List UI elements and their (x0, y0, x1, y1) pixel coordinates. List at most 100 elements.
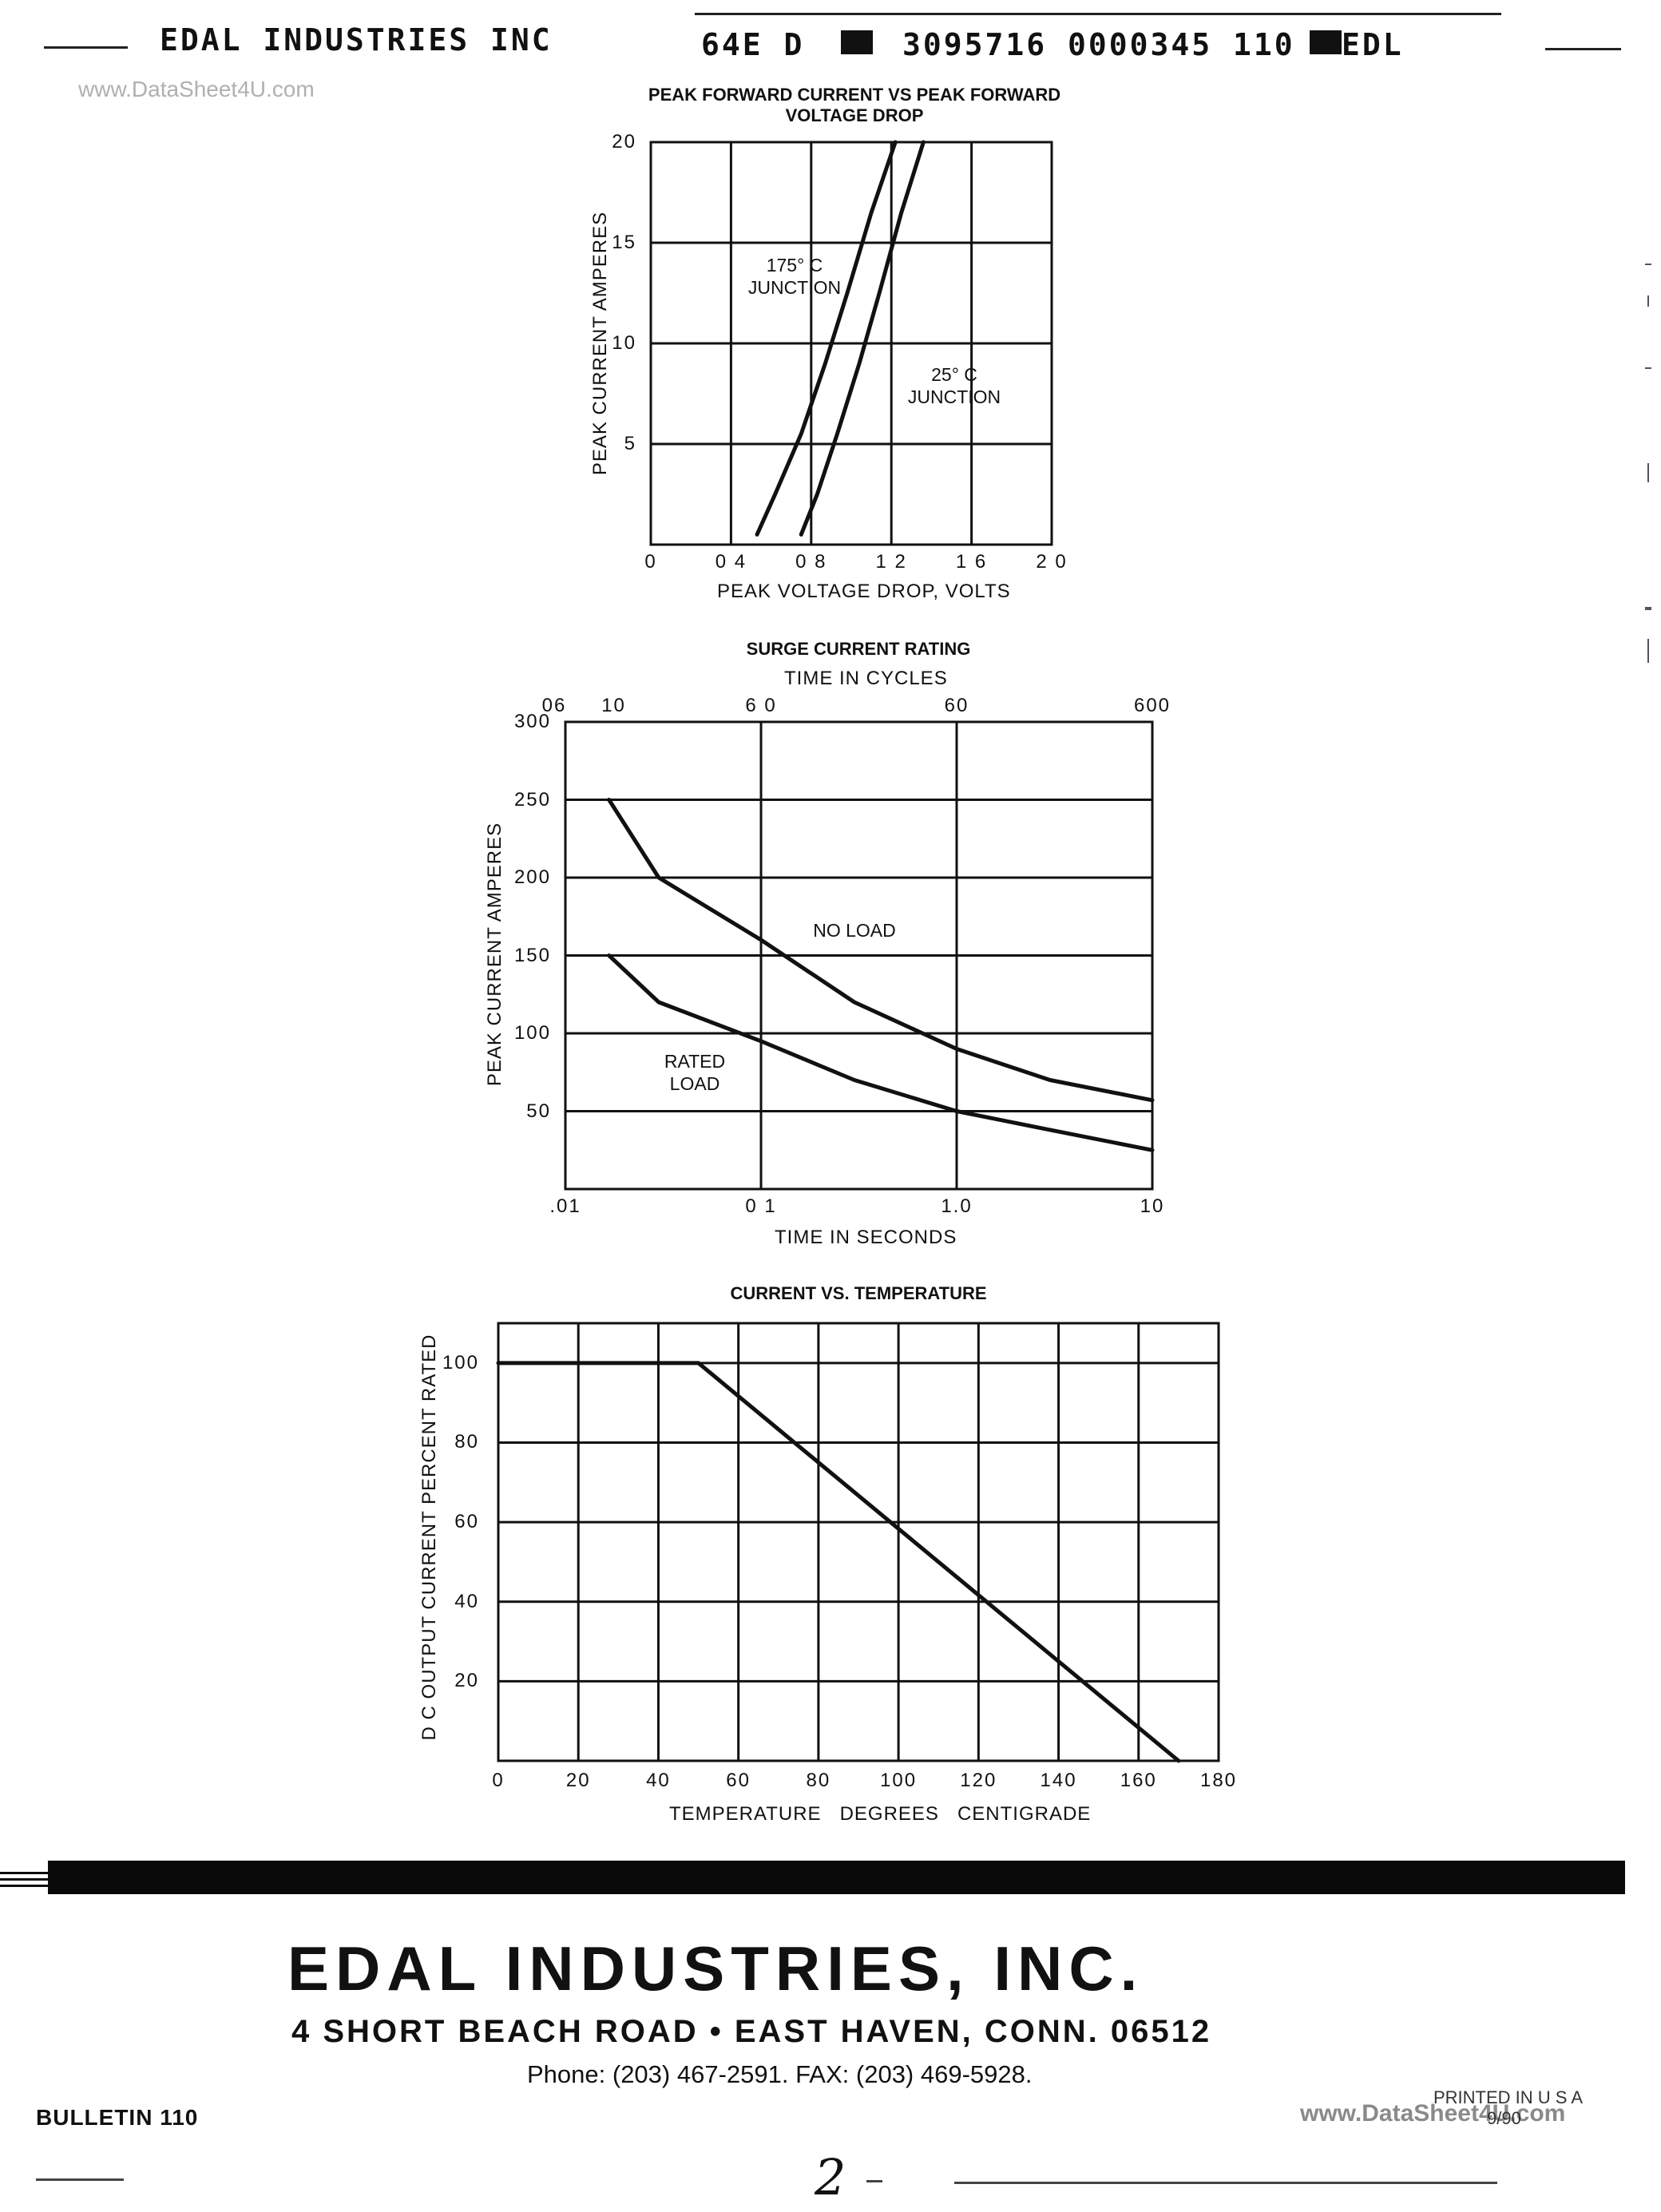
chart1-ytick-label: 20 (612, 131, 636, 153)
margin-mark (1647, 463, 1649, 482)
footer-dash-mid (866, 2180, 882, 2182)
chart2-annotation-rated-line1: RATED (664, 1051, 726, 1072)
chart2-ytick-label: 150 (513, 944, 551, 966)
footer-bar-stripe-3 (0, 1885, 51, 1887)
chart3-xtick-label: 40 (646, 1770, 671, 1791)
header-company: EDAL INDUSTRIES INC (160, 22, 553, 57)
chart2-top-tick-label: 06 (541, 695, 567, 716)
chart3-xtick-label: 160 (1120, 1770, 1157, 1791)
header-barcode-block-1 (841, 30, 873, 54)
chart3-ytick-label: 60 (454, 1511, 479, 1533)
chart1-xlabel: PEAK VOLTAGE DROP, VOLTS (717, 581, 1011, 602)
header-dash-right (1545, 48, 1621, 50)
chart2-ytick-label: 50 (526, 1100, 551, 1122)
chart2-plot (564, 720, 1155, 1191)
footer-printed-date: 9/90 (1487, 2108, 1521, 2128)
header-code-numbers: 3095716 0000345 110 (902, 27, 1295, 62)
chart3-xtick-label: 60 (726, 1770, 751, 1791)
chart2-series-rated-load (607, 953, 1155, 1152)
chart3-ylabel: D C OUTPUT CURRENT PERCENT RATED (418, 1334, 440, 1741)
chart3-ytick-label: 20 (454, 1670, 479, 1692)
chart1-title: PEAK FORWARD CURRENT VS PEAK FORWARD VOL… (559, 85, 1150, 126)
footer-company-name: EDAL INDUSTRIES, INC. (287, 1933, 1144, 2004)
chart2-ytick-label: 300 (513, 711, 551, 732)
footer-bar-stripe (0, 1872, 51, 1874)
chart3-frame (497, 1322, 1220, 1762)
chart1-ytick-label: 15 (612, 232, 636, 253)
chart2-annotation-rated-load: RATED LOAD (631, 1050, 759, 1095)
margin-mark (1645, 607, 1651, 610)
chart1-annotation-25c-line1: 25° C (931, 364, 977, 385)
header-code-suffix: EDL (1342, 27, 1404, 62)
footer-bulletin: BULLETIN 110 (36, 2105, 199, 2130)
chart2-title: SURGE CURRENT RATING (746, 639, 971, 659)
header-rule-top (695, 13, 1501, 15)
chart1-annotation-175c-line2: JUNCTION (747, 277, 842, 298)
chart2-xtick-label: 10 (1140, 1195, 1165, 1217)
chart1-series-175c (755, 140, 898, 537)
chart2-xlabel: TIME IN SECONDS (775, 1227, 957, 1248)
chart3-xtick-label: 80 (806, 1770, 831, 1791)
watermark-bottom: www.DataSheet4U.com (1300, 2100, 1566, 2127)
footer-printed: PRINTED IN U S A (1433, 2087, 1584, 2107)
chart1-series-25c (799, 140, 926, 537)
chart3-series-derating (496, 1361, 1181, 1763)
chart2-series-no-load (607, 798, 1155, 1103)
footer-black-bar (48, 1861, 1625, 1894)
chart2-ytick-label: 200 (513, 866, 551, 888)
chart2-annotation-rated-line2: LOAD (669, 1073, 720, 1094)
footer-rule-right (954, 2182, 1497, 2184)
header-barcode-block-2 (1310, 30, 1342, 54)
footer-address: 4 SHORT BEACH ROAD • EAST HAVEN, CONN. 0… (291, 2014, 1212, 2049)
chart3-ytick-label: 100 (442, 1351, 479, 1374)
chart2-top-tick-label: 600 (1133, 695, 1171, 716)
chart2-ytick-label: 250 (513, 788, 551, 811)
chart2-ytick-label: 100 (513, 1022, 551, 1044)
margin-mark (1647, 639, 1649, 663)
chart1-xtick-label: 0 (644, 551, 657, 573)
chart3-xtick-label: 180 (1199, 1770, 1238, 1791)
header-code: 64E D (701, 27, 805, 62)
chart3-plot (496, 1322, 1220, 1763)
footer-bar-stripe-2 (0, 1878, 51, 1881)
footer-page-mark: 2 (815, 2148, 846, 2206)
footer-phone: Phone: (203) 467-2591. FAX: (203) 469-59… (527, 2060, 1033, 2088)
chart3-xtick-label: 100 (880, 1770, 918, 1791)
chart1-xtick-label: 0 8 (795, 551, 827, 573)
chart2-top-tick-label: 60 (944, 695, 969, 716)
chart3-title: CURRENT VS. TEMPERATURE (730, 1283, 987, 1303)
chart1-plot (649, 140, 1053, 546)
chart3-xlabel: TEMPERATURE DEGREES CENTIGRADE (669, 1803, 1092, 1825)
watermark-top: www.DataSheet4U.com (78, 77, 315, 101)
chart2-xtick-label: .01 (549, 1195, 581, 1217)
margin-mark (1647, 295, 1649, 307)
chart2-annotation-no-load: NO LOAD (813, 920, 896, 941)
chart1-title-line1: PEAK FORWARD CURRENT VS PEAK FORWARD (648, 85, 1061, 105)
footer-dash-left (36, 2178, 124, 2181)
chart1-xtick-label: 2 0 (1036, 551, 1068, 573)
chart2-xtick-label: 0 1 (745, 1195, 777, 1217)
header-dash-left (44, 46, 128, 49)
chart1-annotation-175c-line1: 175° C (766, 255, 823, 276)
chart1-xtick-label: 1 6 (955, 551, 988, 573)
chart1-title-line2: VOLTAGE DROP (785, 105, 924, 125)
chart1-annotation-25c: 25° C JUNCTION (886, 363, 1022, 408)
chart2-top-axis-label: TIME IN CYCLES (784, 668, 948, 689)
chart2-xtick-label: 1.0 (941, 1195, 973, 1217)
chart1-xtick-label: 0 4 (715, 551, 747, 573)
chart1-xtick-label: 1 2 (875, 551, 907, 573)
margin-mark (1645, 367, 1651, 369)
chart2-top-tick-label: 10 (601, 695, 626, 716)
chart3-xtick-label: 140 (1040, 1770, 1077, 1791)
chart1-ytick-label: 10 (612, 332, 636, 354)
chart1-annotation-175c: 175° C JUNCTION (727, 254, 862, 299)
chart3-xtick-label: 120 (960, 1770, 997, 1791)
chart3-ytick-label: 40 (454, 1590, 479, 1612)
chart2-top-tick-label: 6 0 (745, 695, 777, 716)
chart3-xtick-label: 0 (492, 1770, 505, 1791)
chart3-ytick-label: 80 (454, 1431, 479, 1453)
margin-mark (1645, 264, 1651, 265)
chart1-annotation-25c-line2: JUNCTION (907, 387, 1001, 407)
chart3-xtick-label: 20 (565, 1770, 591, 1791)
chart1-ytick-label: 5 (624, 433, 636, 454)
